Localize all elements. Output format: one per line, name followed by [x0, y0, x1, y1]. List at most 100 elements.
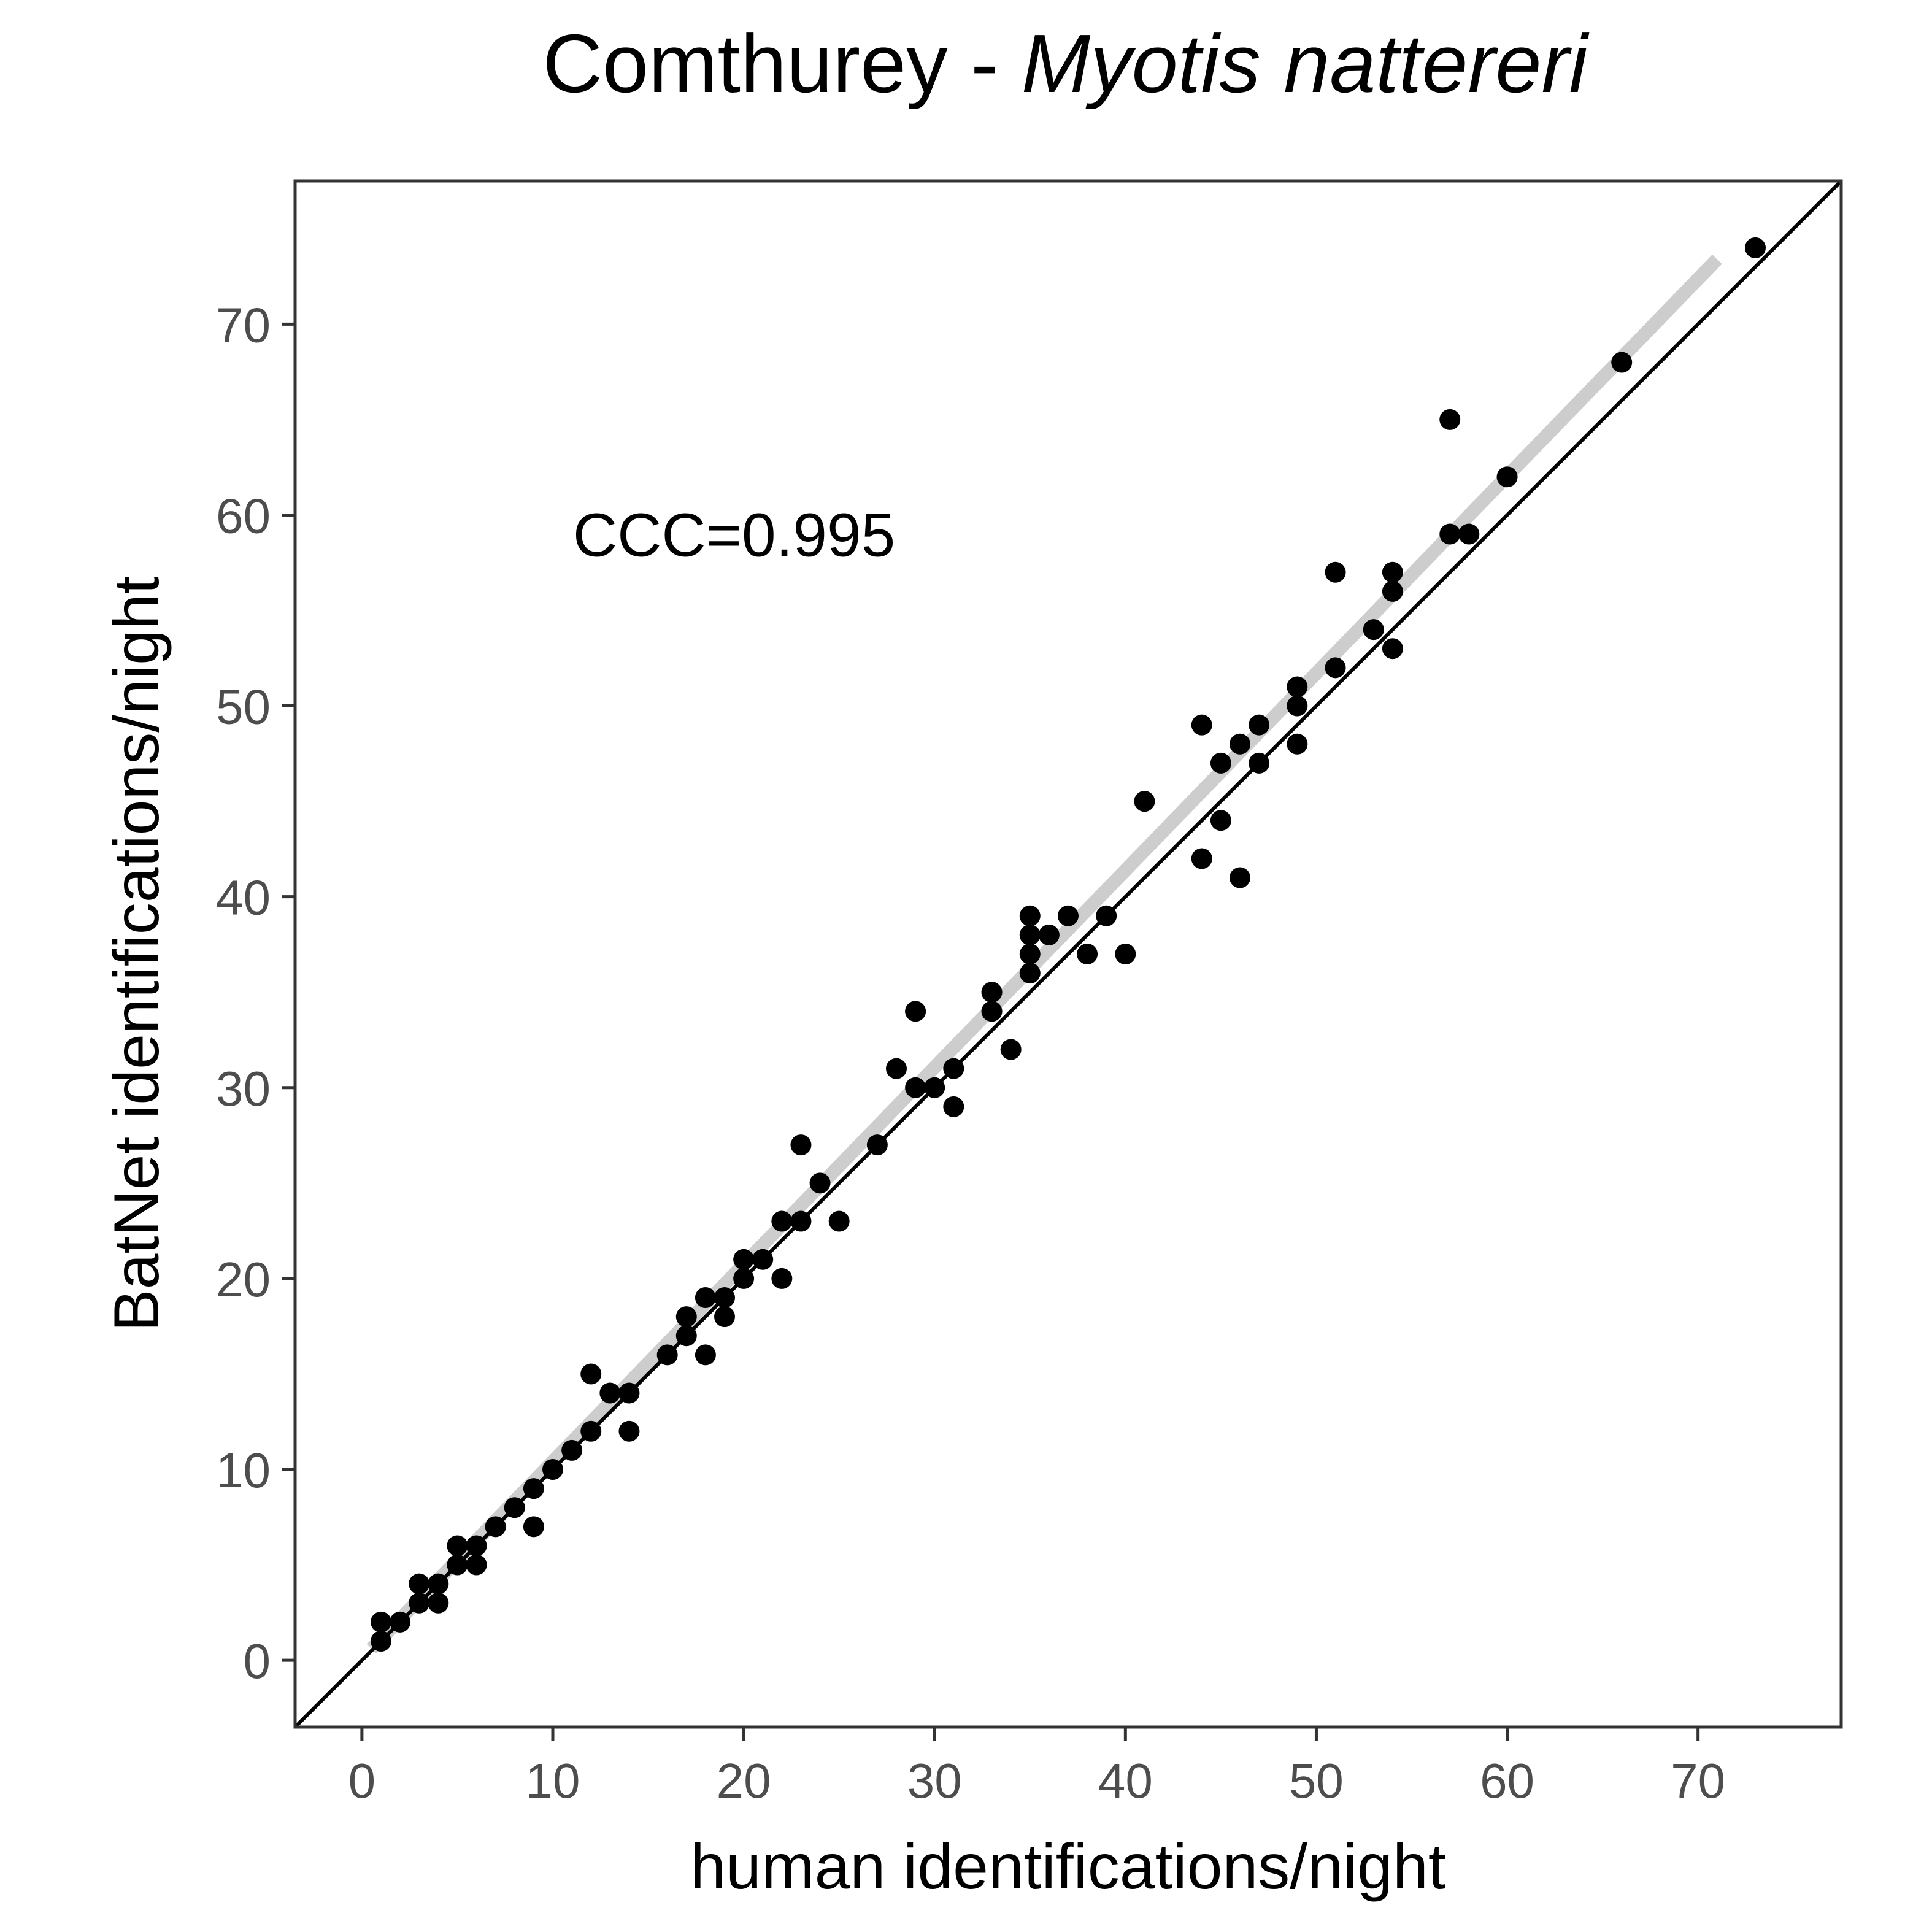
x-tick-label: 70	[1671, 1753, 1725, 1808]
data-point	[1745, 237, 1766, 258]
data-point	[1382, 561, 1403, 583]
data-point	[523, 1516, 544, 1538]
y-tick-label: 0	[244, 1634, 271, 1688]
data-point	[1249, 752, 1270, 774]
panel-border	[293, 179, 1843, 1729]
data-point	[1439, 523, 1461, 545]
data-point	[924, 1077, 945, 1098]
y-tick-label: 60	[216, 488, 271, 543]
data-point	[1382, 638, 1403, 660]
y-tick-label: 70	[216, 298, 271, 352]
data-point	[1019, 905, 1041, 926]
data-point	[485, 1516, 506, 1538]
data-point	[771, 1268, 793, 1289]
data-point	[371, 1611, 391, 1633]
data-point	[428, 1573, 449, 1595]
x-tick-label: 30	[907, 1753, 962, 1808]
data-point	[981, 1001, 1003, 1022]
data-point	[752, 1249, 774, 1270]
data-point	[447, 1535, 468, 1557]
data-point	[618, 1382, 640, 1404]
data-point	[466, 1535, 487, 1557]
data-point	[866, 1134, 888, 1156]
data-point	[1325, 561, 1346, 583]
ccc-annotation: CCC=0.995	[573, 501, 895, 570]
data-point	[1058, 905, 1079, 926]
y-tick-label: 30	[216, 1061, 271, 1116]
data-point	[1000, 1039, 1022, 1060]
data-point	[1191, 848, 1212, 869]
data-point	[1611, 352, 1633, 373]
data-point	[409, 1573, 430, 1595]
data-point	[409, 1592, 430, 1614]
data-point	[618, 1420, 640, 1442]
data-point	[599, 1382, 621, 1404]
data-point	[1458, 523, 1480, 545]
data-point	[447, 1554, 468, 1576]
data-point	[675, 1306, 697, 1328]
x-tick-label: 50	[1289, 1753, 1344, 1808]
data-point	[714, 1306, 735, 1328]
x-tick-label: 10	[526, 1753, 580, 1808]
chart-title-species: Myotis nattereri	[1022, 17, 1590, 110]
data-point	[943, 1096, 964, 1117]
data-point	[390, 1611, 411, 1633]
data-point	[733, 1249, 755, 1270]
data-point	[981, 982, 1003, 1003]
data-point	[428, 1592, 449, 1614]
data-point	[733, 1268, 755, 1289]
data-point	[1287, 676, 1308, 698]
data-point	[656, 1344, 678, 1366]
data-point	[466, 1554, 487, 1576]
data-point	[1210, 752, 1231, 774]
data-point	[695, 1287, 716, 1308]
data-point	[1134, 791, 1155, 812]
chart-title: Comthurey - Myotis nattereri	[542, 17, 1590, 110]
data-point	[371, 1631, 391, 1652]
data-point	[1019, 924, 1041, 945]
data-point	[561, 1439, 583, 1461]
data-point	[1191, 714, 1212, 736]
data-point	[1496, 466, 1518, 488]
data-point	[828, 1210, 850, 1232]
data-point	[1038, 924, 1060, 945]
x-tick-label: 20	[717, 1753, 771, 1808]
chart-title-plain: Comthurey -	[542, 17, 1021, 110]
data-point	[1019, 944, 1041, 964]
data-point	[1077, 944, 1098, 964]
data-point	[771, 1210, 793, 1232]
data-point	[675, 1325, 697, 1347]
y-axis-ticks: 0 10 20 30 40 50 60 70	[216, 298, 295, 1688]
data-point	[886, 1058, 907, 1079]
data-point	[790, 1210, 812, 1232]
data-points	[371, 237, 1766, 1652]
y-tick-label: 10	[216, 1443, 271, 1498]
plot-area	[295, 181, 1841, 1727]
y-tick-label: 50	[216, 680, 271, 734]
data-point	[542, 1459, 563, 1480]
data-point	[1325, 657, 1346, 679]
data-point	[580, 1420, 602, 1442]
y-axis-label: BatNet identifications/night	[101, 576, 172, 1332]
x-tick-label: 40	[1098, 1753, 1153, 1808]
data-point	[504, 1497, 525, 1518]
data-point	[523, 1478, 544, 1499]
data-point	[1210, 810, 1231, 831]
y-tick-label: 20	[216, 1252, 271, 1307]
data-point	[1439, 409, 1461, 430]
x-tick-label: 0	[348, 1753, 376, 1808]
data-point	[1115, 944, 1136, 964]
data-point	[943, 1058, 964, 1079]
x-axis-ticks: 0 10 20 30 40 50 60 70	[348, 1727, 1725, 1808]
data-point	[1363, 619, 1384, 641]
x-axis-label: human identifications/night	[690, 1831, 1446, 1903]
data-point	[790, 1134, 812, 1156]
data-point	[714, 1287, 735, 1308]
y-tick-label: 40	[216, 871, 271, 925]
data-point	[1287, 695, 1308, 717]
data-point	[1230, 733, 1250, 755]
data-point	[905, 1077, 926, 1098]
data-point	[1382, 580, 1403, 602]
data-point	[1287, 733, 1308, 755]
